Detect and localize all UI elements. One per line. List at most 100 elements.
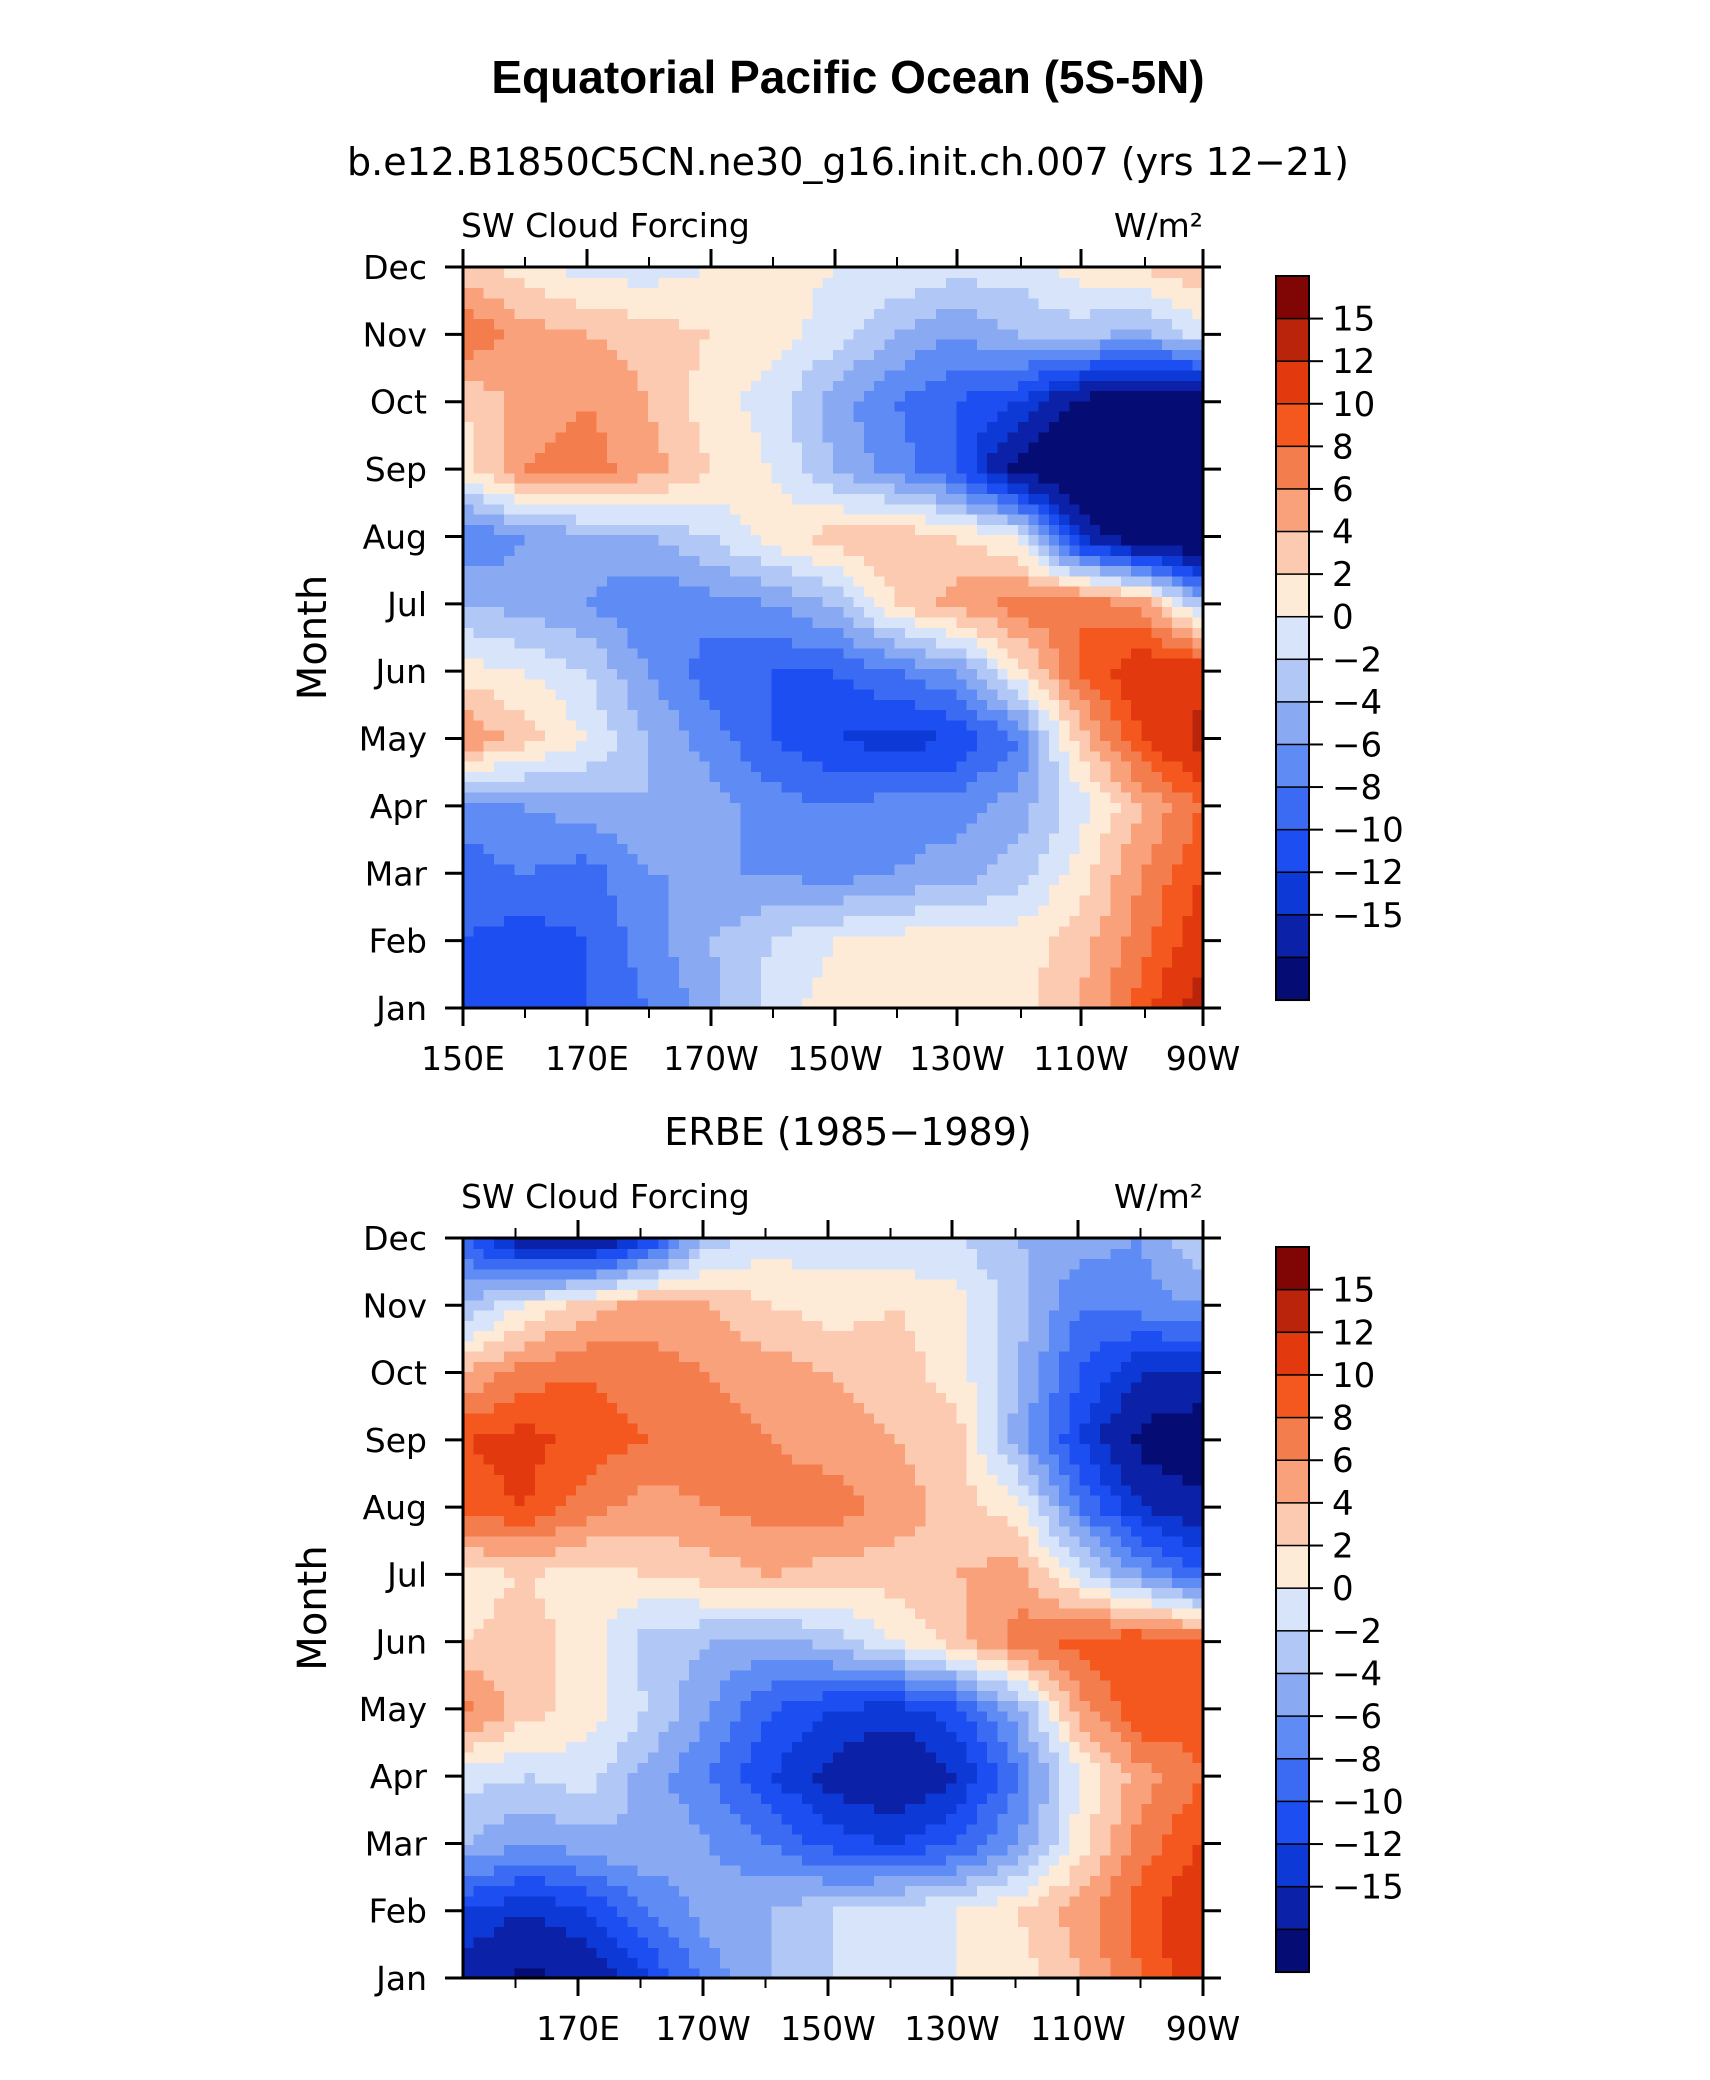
heatmap-cell xyxy=(596,791,608,803)
heatmap-cell xyxy=(719,874,731,886)
heatmap-cell xyxy=(514,421,526,433)
heatmap-cell xyxy=(565,709,577,721)
heatmap-cell xyxy=(1059,596,1070,608)
heatmap-cell xyxy=(555,946,567,958)
heatmap-cell xyxy=(545,915,557,927)
heatmap-cell xyxy=(740,791,752,803)
heatmap-cell xyxy=(791,894,803,906)
heatmap-cell xyxy=(1131,328,1142,340)
heatmap-cell xyxy=(1007,761,1019,772)
heatmap-cell xyxy=(689,956,700,968)
heatmap-cell xyxy=(524,637,536,649)
heatmap-cell xyxy=(925,514,937,525)
heatmap-cell xyxy=(524,750,536,762)
heatmap-cell xyxy=(483,791,495,803)
heatmap-cell xyxy=(843,771,855,783)
heatmap-cell xyxy=(699,658,711,669)
heatmap-cell xyxy=(730,627,742,639)
heatmap-cell xyxy=(1161,771,1173,783)
heatmap-cell xyxy=(771,925,783,937)
heatmap-cell xyxy=(904,596,916,608)
heatmap-cell xyxy=(1131,699,1142,711)
heatmap-cell xyxy=(1048,668,1060,680)
heatmap-cell xyxy=(1069,544,1081,556)
heatmap-cell xyxy=(740,843,752,855)
heatmap-cell xyxy=(976,781,988,793)
heatmap-cell xyxy=(1141,822,1153,834)
heatmap-cell xyxy=(1007,699,1019,711)
heatmap-cell xyxy=(730,658,742,669)
heatmap-cell xyxy=(1131,946,1142,958)
heatmap-cell xyxy=(874,411,885,422)
heatmap-cell xyxy=(730,586,742,597)
heatmap-cell xyxy=(658,781,670,793)
heatmap-cell xyxy=(1079,935,1091,947)
heatmap-cell xyxy=(658,544,670,556)
heatmap-cell xyxy=(555,297,567,309)
heatmap-cell xyxy=(1089,647,1101,659)
heatmap-cell xyxy=(833,822,844,834)
heatmap-cell xyxy=(1007,411,1019,422)
heatmap-cell xyxy=(637,678,649,690)
heatmap-cell xyxy=(1151,369,1163,381)
heatmap-cell xyxy=(1079,688,1091,700)
heatmap-cell xyxy=(1038,740,1050,752)
heatmap-cell xyxy=(915,514,927,525)
heatmap-cell xyxy=(576,318,587,330)
heatmap-cell xyxy=(1172,472,1184,484)
heatmap-cell xyxy=(1131,297,1142,309)
heatmap-cell xyxy=(1079,740,1091,752)
heatmap-cell xyxy=(833,730,844,742)
heatmap-cell xyxy=(1018,915,1029,927)
heatmap-cell xyxy=(853,565,865,577)
heatmap-cell xyxy=(833,586,844,597)
heatmap-cell xyxy=(966,586,978,597)
heatmap-cell xyxy=(1059,977,1070,989)
heatmap-cell xyxy=(904,421,916,433)
heatmap-cell xyxy=(987,380,999,392)
heatmap-cell xyxy=(822,627,834,639)
heatmap-cell xyxy=(576,627,587,639)
heatmap-cell xyxy=(1028,493,1040,505)
heatmap-cell xyxy=(596,719,608,731)
heatmap-cell xyxy=(586,431,598,443)
heatmap-cell xyxy=(956,483,968,495)
heatmap-cell xyxy=(1120,297,1132,309)
heatmap-cell xyxy=(812,493,824,505)
heatmap-cell xyxy=(1141,586,1153,597)
heatmap-cell xyxy=(1172,894,1184,906)
heatmap-cell xyxy=(586,380,598,392)
heatmap-cell xyxy=(730,771,742,783)
heatmap-cell xyxy=(863,400,875,412)
heatmap-cell xyxy=(863,421,875,433)
heatmap-cell xyxy=(504,987,515,999)
heatmap-cell xyxy=(915,699,927,711)
heatmap-cell xyxy=(545,359,557,371)
heatmap-cell xyxy=(1007,791,1019,803)
heatmap-cell xyxy=(730,719,742,731)
heatmap-cell xyxy=(894,740,906,752)
heatmap-cell xyxy=(750,606,762,618)
heatmap-cell xyxy=(1182,884,1194,896)
heatmap-cell xyxy=(1028,863,1040,875)
heatmap-cell xyxy=(1100,956,1112,968)
heatmap-cell xyxy=(627,874,639,886)
heatmap-cell xyxy=(904,750,916,762)
heatmap-cell xyxy=(1089,822,1101,834)
heatmap-cell xyxy=(709,565,721,577)
heatmap-cell xyxy=(648,627,659,639)
heatmap-cell xyxy=(1120,328,1132,340)
heatmap-cell xyxy=(925,503,937,515)
heatmap-cell xyxy=(812,411,824,422)
heatmap-cell xyxy=(699,452,711,464)
heatmap-cell xyxy=(915,946,927,958)
heatmap-cell xyxy=(565,349,577,361)
heatmap-cell xyxy=(576,565,587,577)
heatmap-cell xyxy=(534,956,546,968)
heatmap-cell xyxy=(843,822,855,834)
heatmap-cell xyxy=(771,997,783,1009)
heatmap-cell xyxy=(689,349,700,361)
heatmap-cell xyxy=(1161,678,1173,690)
heatmap-cell xyxy=(699,328,711,340)
heatmap-cell xyxy=(1089,791,1101,803)
